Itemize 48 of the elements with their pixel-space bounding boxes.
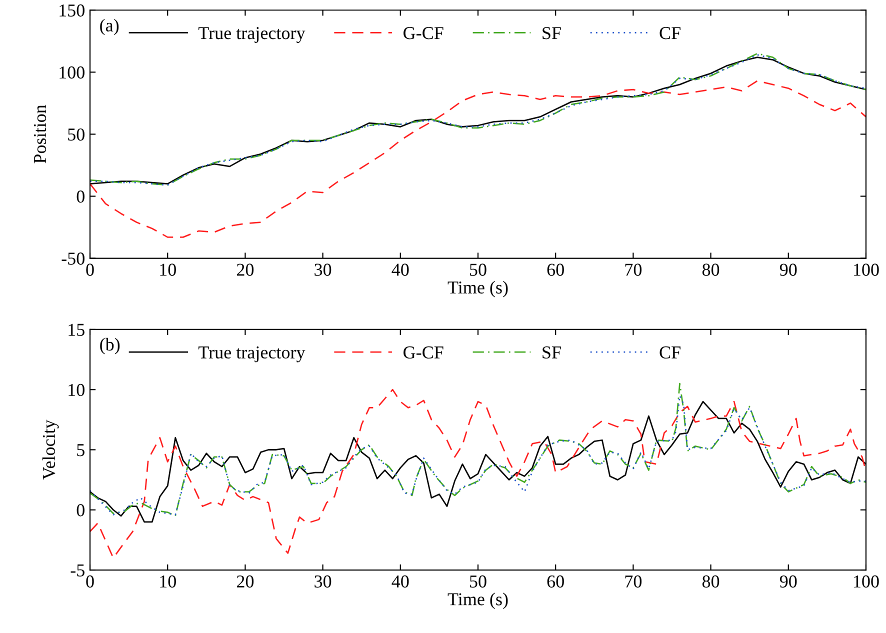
y-axis-title: Velocity — [42, 420, 59, 480]
x-tick-label: 0 — [86, 575, 94, 588]
x-tick-label: 30 — [314, 264, 332, 276]
x-tick-label: 100 — [854, 575, 879, 588]
y-tick-label: 10 — [68, 384, 84, 396]
line-series — [90, 388, 866, 559]
legend-label: CF — [660, 27, 680, 40]
legend-label: G-CF — [404, 27, 444, 40]
x-tick-label: 10 — [160, 575, 176, 588]
x-axis-title: Time (s) — [448, 592, 508, 610]
x-tick-label: 20 — [236, 575, 254, 588]
x-tick-label: 40 — [392, 264, 409, 276]
x-tick-label: 0 — [86, 264, 94, 276]
legend-label: CF — [660, 346, 680, 359]
x-tick-label: 50 — [470, 264, 486, 276]
x-tick-label: 20 — [236, 264, 254, 276]
y-tick-label: 15 — [68, 324, 84, 336]
legend-label: True trajectory — [198, 346, 306, 362]
x-tick-label: 60 — [547, 264, 564, 276]
x-tick-label: 60 — [547, 575, 564, 588]
x-axis-title: Time (s) — [448, 280, 508, 298]
line-series — [90, 80, 866, 238]
annotation: (a) — [100, 18, 119, 36]
y-axis-title: Position — [34, 104, 46, 164]
x-tick-label: 30 — [314, 575, 332, 588]
y-tick-label: 5 — [77, 444, 84, 456]
x-tick-label: 90 — [780, 575, 797, 588]
x-tick-label: 70 — [625, 575, 642, 588]
y-tick-label: 0 — [76, 504, 84, 516]
x-tick-label: 50 — [470, 575, 486, 588]
y-tick-label: -5 — [70, 564, 84, 576]
legend-label: SF — [542, 346, 561, 359]
y-tick-label: 50 — [68, 128, 84, 141]
x-tick-label: 90 — [780, 264, 797, 276]
x-tick-label: 80 — [702, 264, 720, 276]
annotation: (b) — [100, 338, 120, 354]
legend-label: G-CF — [404, 346, 444, 359]
x-tick-label: 40 — [392, 575, 409, 588]
y-tick-label: 0 — [76, 190, 84, 203]
y-tick-label: 100 — [60, 66, 84, 79]
legend-label: SF — [542, 27, 561, 40]
y-tick-label: -50 — [62, 252, 84, 265]
x-tick-label: 100 — [854, 264, 879, 276]
x-tick-label: 70 — [625, 264, 642, 276]
y-tick-label: 150 — [60, 4, 84, 17]
legend-label: True trajectory — [198, 27, 306, 43]
x-tick-label: 80 — [702, 575, 720, 588]
x-tick-label: 10 — [160, 264, 176, 276]
